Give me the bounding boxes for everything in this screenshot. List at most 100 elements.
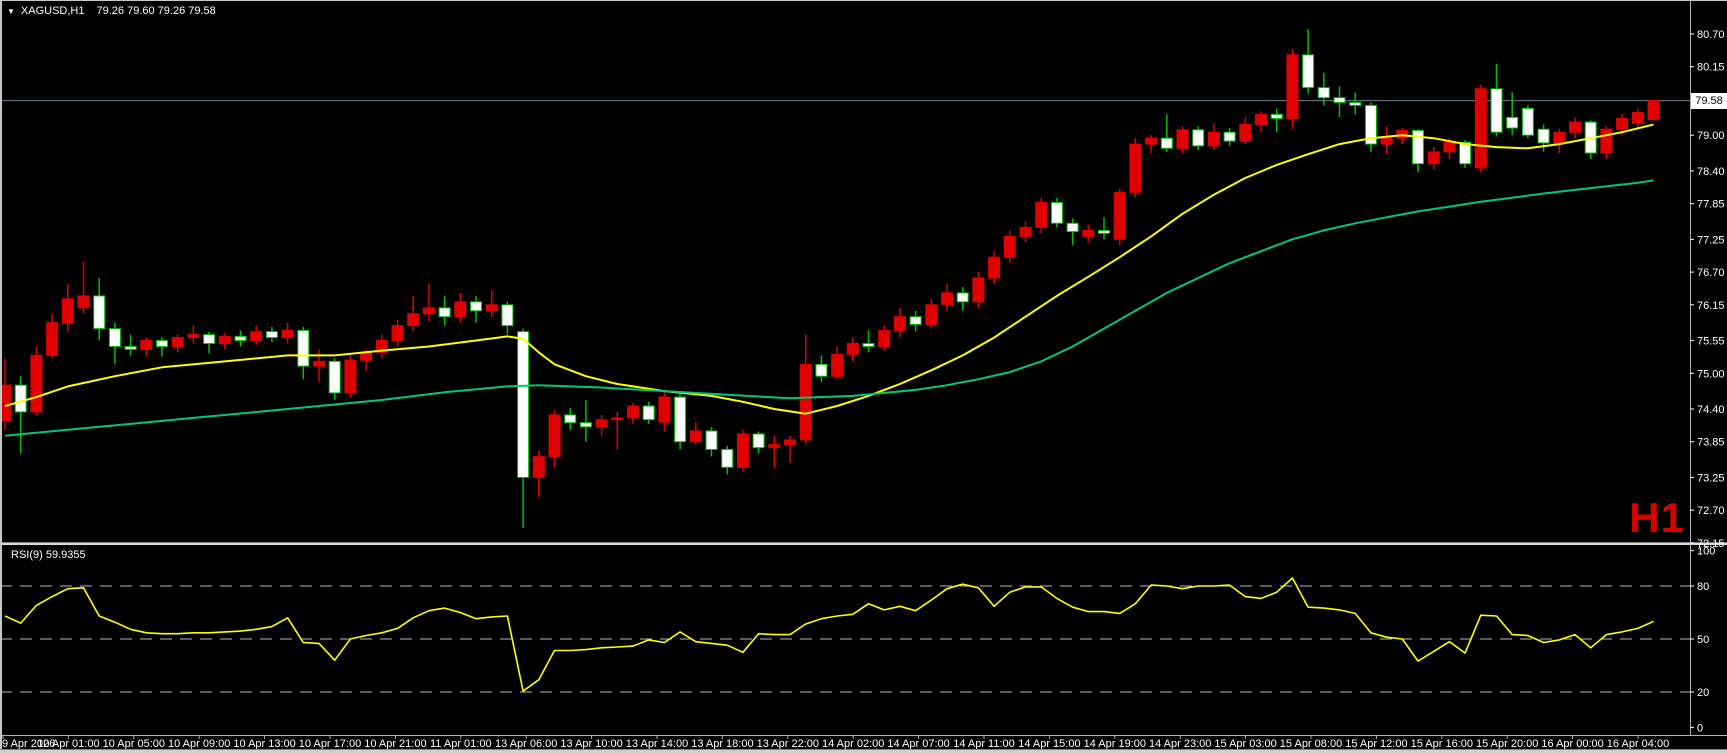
- candle-bull: [140, 340, 153, 350]
- time-axis-label: 10 Apr 01:00: [37, 738, 99, 750]
- candle-bull: [627, 405, 639, 419]
- pane-separator-handle[interactable]: [0, 543, 1727, 545]
- rsi-axis-label: 80: [1697, 581, 1709, 593]
- ma-slow-line: [4, 179, 1654, 437]
- time-axis-label: 10 Apr 09:00: [168, 738, 230, 750]
- pane-separator[interactable]: [0, 542, 1727, 543]
- time-axis-label: 10 Apr 13:00: [233, 738, 295, 750]
- time-axis-label: 14 Apr 19:00: [1084, 738, 1146, 750]
- candle-bear: [93, 295, 106, 330]
- candle-bear: [1521, 107, 1534, 136]
- candle-bull: [1176, 129, 1189, 149]
- rsi-axis-label: 0: [1697, 722, 1703, 734]
- timeframe-watermark: H1: [1629, 494, 1685, 541]
- ma-fast-line: [4, 123, 1654, 415]
- candle-bear: [124, 345, 137, 350]
- rsi-line: [4, 577, 1654, 692]
- candle-bull: [1631, 112, 1644, 124]
- candle-bull: [1553, 131, 1566, 144]
- time-axis-label: 14 Apr 15:00: [1018, 738, 1080, 750]
- candle-bear: [1270, 113, 1283, 120]
- candle-bull: [941, 292, 953, 306]
- candle-bull: [1082, 229, 1095, 237]
- candle-bear: [862, 343, 875, 347]
- price-axis-label: 77.25: [1697, 234, 1725, 246]
- symbol-label: XAGUSD,H1: [20, 5, 85, 17]
- candle-bull: [532, 456, 545, 478]
- candle-bear: [438, 307, 451, 318]
- candle-bull: [1427, 151, 1440, 165]
- dropdown-arrow-icon[interactable]: ▼: [7, 6, 15, 16]
- candle-bear: [1459, 141, 1472, 165]
- candle-bull: [548, 414, 561, 458]
- candle-bear: [1349, 101, 1362, 106]
- candle-bull: [736, 433, 749, 468]
- time-axis-label: 10 Apr 17:00: [299, 738, 361, 750]
- candle-bull: [1207, 131, 1220, 147]
- candle-bull: [77, 295, 90, 309]
- candle-bull: [988, 256, 1001, 279]
- current-price-tag: 79.58: [1691, 93, 1727, 109]
- time-axis-label: 15 Apr 16:00: [1411, 738, 1473, 750]
- candle-bull: [1286, 54, 1299, 120]
- window-bottom-strip: [0, 749, 1727, 754]
- candle-bear: [956, 292, 969, 303]
- candle-bull: [893, 316, 906, 331]
- candle-bear: [752, 433, 765, 449]
- candle-bull: [658, 396, 671, 423]
- candle-bull: [1255, 113, 1267, 125]
- candle-bull: [407, 313, 420, 327]
- candle-bear: [1333, 97, 1346, 103]
- time-axis-label: 10 Apr 21:00: [364, 738, 426, 750]
- candle-bull: [878, 329, 891, 347]
- candle-bull: [784, 439, 796, 446]
- price-axis-label: 77.85: [1697, 199, 1725, 211]
- candle-bull: [218, 335, 231, 345]
- time-axis-label: 15 Apr 12:00: [1345, 738, 1407, 750]
- candle-bear: [1317, 87, 1330, 99]
- candle-bull: [485, 304, 498, 312]
- price-axis-label: 72.70: [1697, 505, 1725, 517]
- ohlc-values: 79.26 79.60 79.26 79.58: [96, 5, 216, 17]
- candle-bull: [0, 384, 11, 422]
- candle-bear: [501, 304, 514, 327]
- price-axis-label: 75.00: [1697, 368, 1725, 380]
- candle-bear: [108, 328, 121, 347]
- candle-bear: [1412, 129, 1424, 165]
- candle-bear: [642, 405, 655, 421]
- price-axis-label: 80.15: [1697, 62, 1725, 74]
- time-axis-label: 16 Apr 00:00: [1541, 738, 1603, 750]
- candle-bull: [313, 360, 325, 367]
- candle-bear: [203, 334, 216, 345]
- candle-bear: [1506, 116, 1519, 129]
- candle-bull: [595, 419, 608, 428]
- candle-bear: [1490, 88, 1503, 133]
- candle-bear: [1364, 104, 1377, 145]
- candle-bull: [925, 304, 938, 325]
- candle-bull: [1035, 201, 1048, 228]
- rsi-axis-label: 100: [1697, 546, 1715, 558]
- time-axis-label: 13 Apr 22:00: [757, 738, 819, 750]
- candle-bear: [265, 331, 278, 339]
- candle-bear: [1098, 229, 1110, 234]
- window-top-edge: [0, 0, 1727, 1]
- price-axis-label: 79.00: [1697, 130, 1725, 142]
- candle-bull: [454, 301, 467, 318]
- time-axis-label: 14 Apr 02:00: [822, 738, 884, 750]
- time-axis-label: 15 Apr 20:00: [1476, 738, 1538, 750]
- price-axis-label: 76.70: [1697, 267, 1725, 279]
- candle-bull: [1129, 143, 1142, 193]
- candle-bull: [972, 277, 985, 303]
- candle-bull: [1380, 137, 1393, 145]
- candle-bear: [156, 340, 168, 347]
- time-axis-label: 15 Apr 08:00: [1280, 738, 1342, 750]
- candle-bull: [689, 430, 702, 443]
- candle-bear: [705, 430, 718, 450]
- candle-bull: [1600, 128, 1613, 154]
- time-axis-label: 16 Apr 04:00: [1607, 738, 1669, 750]
- time-axis-label: 13 Apr 10:00: [560, 738, 622, 750]
- candle-bull: [344, 359, 357, 394]
- candle-bull: [1003, 235, 1016, 258]
- price-axis-label: 78.40: [1697, 166, 1725, 178]
